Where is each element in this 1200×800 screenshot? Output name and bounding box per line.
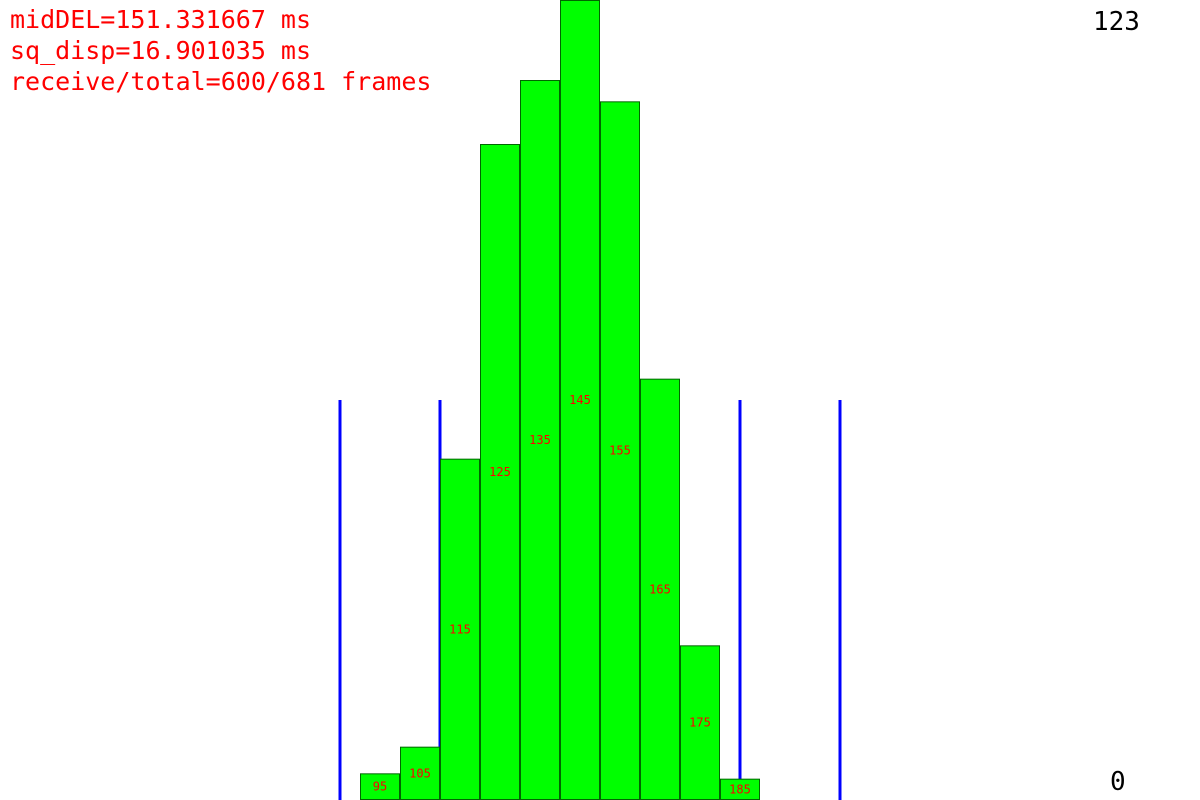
stat-receive-total: receive/total=600/681 frames (10, 67, 431, 96)
bar-135 (520, 80, 560, 800)
bin-label-155: 155 (609, 444, 631, 458)
bar-125 (480, 144, 520, 800)
bar-155 (600, 101, 640, 800)
bin-label-165: 165 (649, 582, 671, 596)
axis-label-top: 123 (1093, 7, 1140, 37)
bar-115 (440, 458, 480, 800)
stat-middel: midDEL=151.331667 ms (10, 5, 311, 34)
bars (360, 0, 760, 800)
bin-labels: 95 105 115 125 135 145 155 165 175 185 (373, 393, 751, 796)
bin-label-145: 145 (569, 393, 591, 407)
bin-label-135: 135 (529, 433, 551, 447)
stat-sq-disp: sq_disp=16.901035 ms (10, 36, 311, 65)
bin-label-185: 185 (729, 782, 751, 796)
bar-145 (560, 0, 600, 800)
bin-label-175: 175 (689, 716, 711, 730)
axis-label-bottom: 0 (1110, 767, 1126, 797)
bin-label-95: 95 (373, 780, 387, 794)
bar-105 (400, 746, 440, 800)
bar-165 (640, 378, 680, 800)
bin-label-115: 115 (449, 622, 471, 636)
bin-label-105: 105 (409, 766, 431, 780)
bin-label-125: 125 (489, 465, 511, 479)
